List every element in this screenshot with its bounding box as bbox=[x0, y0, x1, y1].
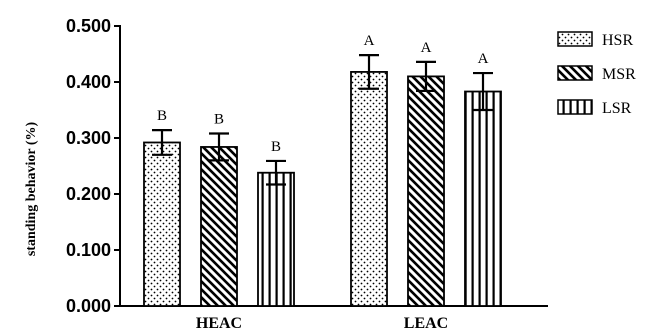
bar-hsr-leac bbox=[350, 71, 388, 307]
significance-label: B bbox=[157, 108, 167, 124]
y-tick-label: 0.000 bbox=[66, 296, 111, 316]
bars: B B B A A A bbox=[143, 33, 502, 307]
bar-msr-heac bbox=[200, 146, 238, 307]
significance-label: A bbox=[421, 40, 432, 56]
legend-label-msr: MSR bbox=[602, 66, 636, 83]
bar-lsr-leac bbox=[464, 90, 502, 307]
legend-label-hsr: HSR bbox=[602, 32, 633, 49]
bar-hsr-heac bbox=[143, 141, 181, 307]
axes: 0.000 0.100 0.200 0.300 0.400 0.500 HEAC LEAC bbox=[66, 16, 548, 330]
significance-label: A bbox=[364, 33, 375, 49]
x-category-label: HEAC bbox=[196, 315, 242, 330]
legend-swatch-msr bbox=[557, 65, 593, 81]
y-tick-label: 0.300 bbox=[66, 128, 111, 148]
y-tick-label: 0.200 bbox=[66, 184, 111, 204]
y-tick-label: 0.400 bbox=[66, 72, 111, 92]
bar-lsr-heac bbox=[257, 171, 295, 307]
legend-swatch-hsr bbox=[557, 31, 593, 47]
x-category-label: LEAC bbox=[404, 315, 448, 330]
significance-label: B bbox=[271, 139, 281, 155]
y-axis-title: standing behavior (%) bbox=[24, 122, 39, 257]
bar-msr-leac bbox=[407, 75, 445, 307]
legend-label-lsr: LSR bbox=[602, 100, 632, 117]
legend-swatch-lsr bbox=[557, 99, 593, 115]
significance-label: B bbox=[214, 112, 224, 128]
significance-label: A bbox=[478, 51, 489, 67]
y-tick-label: 0.500 bbox=[66, 16, 111, 36]
y-tick-label: 0.100 bbox=[66, 240, 111, 260]
legend: HSR MSR LSR bbox=[557, 31, 636, 117]
